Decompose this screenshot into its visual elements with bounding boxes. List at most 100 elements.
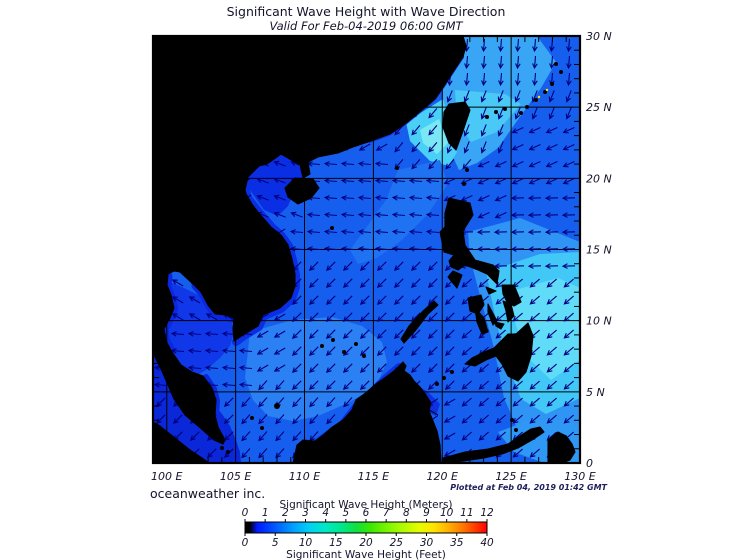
wave-direction-arrow xyxy=(428,159,438,170)
feet-tick-label: 15 xyxy=(329,537,343,549)
wave-direction-arrow xyxy=(291,346,302,357)
islet xyxy=(442,376,446,380)
islet xyxy=(220,446,224,450)
wave-direction-arrow xyxy=(493,246,508,252)
wave-direction-arrow xyxy=(325,363,336,374)
wave-direction-arrow xyxy=(528,144,541,151)
wave-direction-arrow xyxy=(477,212,490,219)
wave-direction-arrow xyxy=(545,178,558,185)
wave-direction-arrow xyxy=(461,278,472,288)
wave-direction-arrow xyxy=(376,295,387,306)
meters-tick-label: 5 xyxy=(342,507,349,519)
wave-direction-arrow xyxy=(493,263,508,269)
wave-direction-arrow xyxy=(221,348,236,354)
wave-direction-arrow xyxy=(425,212,440,218)
wave-direction-arrow xyxy=(545,161,558,168)
latitude-label: 15 N xyxy=(586,244,612,257)
islet xyxy=(494,110,498,114)
wave-direction-arrow xyxy=(515,38,521,53)
wave-direction-arrow xyxy=(306,229,321,235)
feet-tick-label: 25 xyxy=(390,537,404,549)
wave-direction-arrow xyxy=(309,414,319,425)
wave-direction-arrow xyxy=(340,229,355,235)
meters-tick-label: 7 xyxy=(383,507,390,519)
land-bohol xyxy=(494,321,505,330)
wave-direction-arrow xyxy=(514,90,521,103)
wave-direction-arrow xyxy=(359,312,370,323)
latitude-label: 20 N xyxy=(586,172,612,185)
wave-direction-arrow xyxy=(478,278,489,288)
wave-height-contour xyxy=(350,160,448,264)
wave-direction-arrow xyxy=(411,125,421,136)
wave-direction-arrow xyxy=(238,365,253,371)
wave-direction-arrow xyxy=(342,363,353,374)
meters-tick-label: 6 xyxy=(363,507,370,519)
wave-direction-arrow xyxy=(308,363,319,374)
wave-direction-arrow xyxy=(563,295,574,305)
wave-direction-arrow xyxy=(273,160,286,167)
wave-direction-arrow xyxy=(529,295,540,305)
wave-direction-arrow xyxy=(291,380,302,391)
wave-direction-arrow xyxy=(545,127,558,134)
wave-direction-arrow xyxy=(340,161,355,167)
wave-direction-arrow xyxy=(549,55,555,70)
wave-direction-arrow xyxy=(495,295,506,305)
wave-direction-arrow xyxy=(273,347,286,355)
longitude-label: 125 E xyxy=(495,470,526,483)
wave-direction-arrow xyxy=(323,229,338,235)
wave-direction-arrow xyxy=(188,313,201,321)
wave-direction-arrow xyxy=(323,178,338,184)
wave-direction-arrow xyxy=(325,329,336,340)
wave-direction-arrow xyxy=(391,178,406,184)
wave-height-contour xyxy=(420,119,448,154)
wave-direction-arrow xyxy=(376,261,387,272)
wave-direction-arrow xyxy=(461,431,472,441)
wave-direction-arrow xyxy=(258,397,268,408)
wave-direction-arrow xyxy=(275,414,285,425)
wave-direction-arrow xyxy=(546,329,557,339)
feet-tick-label: 5 xyxy=(272,537,279,549)
wave-direction-arrow xyxy=(187,365,202,371)
station-marker xyxy=(545,88,549,92)
station-marker xyxy=(537,95,541,99)
wave-direction-arrow xyxy=(562,127,575,134)
longitude-axis-labels: 100 E 105 E 110 E 115 E 120 E 125 E 130 E xyxy=(151,470,596,483)
wave-direction-arrow xyxy=(529,397,540,407)
wave-direction-arrow xyxy=(461,397,472,407)
wave-direction-arrow xyxy=(273,313,286,321)
wave-direction-arrow xyxy=(566,38,572,53)
wave-direction-arrow xyxy=(358,143,371,151)
degree-tick-marks xyxy=(154,37,579,462)
latitude-label: 5 N xyxy=(586,386,605,399)
wave-direction-arrow xyxy=(528,161,541,168)
wave-direction-arrow xyxy=(394,125,404,136)
wave-direction-arrow xyxy=(480,107,487,120)
wave-direction-arrow xyxy=(544,212,559,218)
islet xyxy=(510,418,514,422)
wave-direction-arrow xyxy=(461,346,472,356)
wave-direction-arrow xyxy=(376,363,387,374)
wave-direction-arrow xyxy=(391,246,406,252)
small-islands xyxy=(220,62,563,454)
wave-direction-arrow xyxy=(561,246,576,252)
wave-direction-arrow xyxy=(544,229,559,235)
credit-text: oceanweather inc. xyxy=(150,486,265,501)
wave-direction-arrow xyxy=(444,295,455,306)
wave-direction-arrow xyxy=(325,278,336,289)
wave-direction-arrow xyxy=(461,312,472,322)
longitude-label: 105 E xyxy=(220,470,251,483)
wave-direction-arrow xyxy=(258,431,268,442)
wave-direction-arrow xyxy=(308,380,319,391)
wave-direction-arrow xyxy=(357,212,372,218)
wave-direction-arrow xyxy=(171,296,184,304)
wave-direction-arrow xyxy=(308,312,319,323)
wave-direction-arrow xyxy=(187,331,202,337)
wave-direction-arrow xyxy=(476,229,491,235)
wave-direction-arrow xyxy=(563,312,574,322)
wave-direction-arrow xyxy=(548,107,555,120)
meters-tick-label: 10 xyxy=(440,507,454,519)
wave-direction-arrow xyxy=(528,127,541,134)
latitude-label: 0 xyxy=(586,457,593,470)
wave-direction-arrow xyxy=(497,124,504,137)
